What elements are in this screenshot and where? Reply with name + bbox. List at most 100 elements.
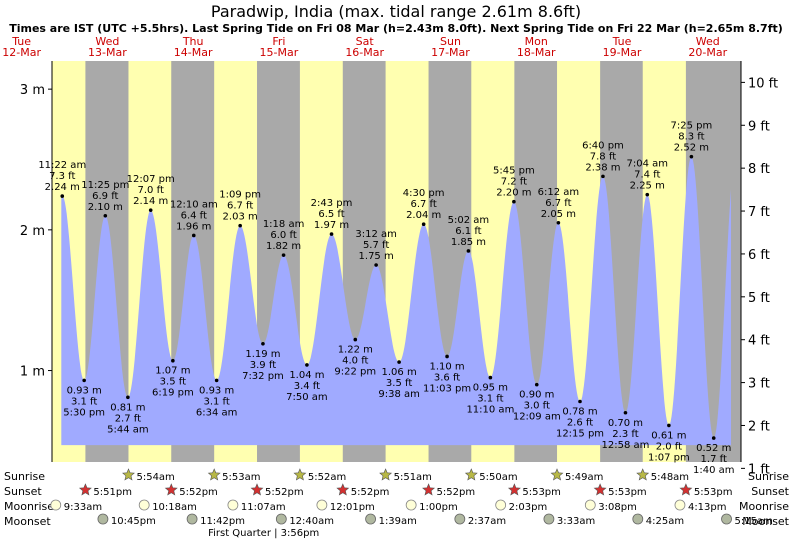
tide-height-m: 2.24 m [45, 182, 80, 193]
right-tick-label: 8 ft [748, 162, 770, 177]
moonset-icon [721, 513, 732, 525]
tide-height-ft: 6.4 ft [181, 210, 207, 221]
tide-height-m: 1.22 m [338, 345, 373, 356]
row-label-moonrise-left: Moonrise [4, 500, 54, 513]
right-tick-label: 4 ft [748, 334, 770, 349]
moonset-time: 11:42pm [200, 516, 245, 527]
chart-subtitle: Times are IST (UTC +5.5hrs). Last Spring… [9, 22, 783, 35]
tide-time: 4:30 pm [403, 188, 445, 199]
tide-height-ft: 7.8 ft [590, 151, 616, 162]
day-label-date: 18-Mar [517, 46, 556, 59]
tide-point [238, 223, 242, 228]
left-tick-label: 1 m [20, 365, 45, 380]
tide-annotations: 11:22 am7.3 ft2.24 m0.93 m3.1 ft5:30 pm1… [38, 121, 734, 476]
sunset-time: 5:52pm [265, 487, 304, 498]
tide-time: 2:43 pm [311, 198, 353, 209]
row-label-moonset-right: Moonset [742, 515, 789, 528]
sunrise-star-icon [636, 468, 650, 481]
moonrise-icon [138, 499, 150, 511]
tide-height-m: 1.07 m [155, 366, 190, 377]
day-label-dow: Mon [525, 35, 548, 48]
tide-point [171, 358, 175, 363]
tide-point [488, 375, 493, 380]
day-label-date: 16-Mar [345, 46, 384, 59]
tide-height-m: 1.19 m [245, 349, 280, 360]
day-label-date: 15-Mar [260, 46, 299, 59]
tide-time: 12:58 am [602, 440, 650, 451]
tide-height-m: 0.81 m [110, 402, 145, 413]
sunrise-star-icon [550, 468, 564, 481]
moonset-time: 4:25am [646, 516, 684, 527]
tide-height-ft: 5.7 ft [363, 240, 389, 251]
moonset-icon [632, 513, 644, 525]
sunset-star-icon [250, 483, 264, 496]
high-tide-label: 5:45 pm7.2 ft2.20 m [493, 166, 535, 204]
tide-time: 5:45 pm [493, 166, 535, 177]
sunrise-time: 5:48am [651, 472, 689, 483]
tide-area [61, 156, 732, 446]
sunset-star-icon [507, 483, 521, 496]
low-tide-label: 0.81 m2.7 ft5:44 am [107, 395, 149, 435]
tide-time: 1:18 am [263, 219, 305, 230]
high-tide-label: 6:12 am6.7 ft2.05 m [538, 187, 579, 225]
tide-height-m: 1.97 m [314, 220, 349, 231]
row-label-sunset-left: Sunset [4, 485, 42, 498]
moonrise-time: 12:01pm [330, 502, 375, 513]
tide-height-m: 1.85 m [451, 237, 486, 248]
tide-point [397, 360, 401, 364]
tide-time: 7:50 am [286, 392, 328, 403]
y-axes: 1 m 2 m 3 m 1 ft 2 ft 3 ft 4 ft 5 ft 6 ft 7 ft 8 f… [20, 61, 778, 477]
tide-height-ft: 8.3 ft [678, 132, 704, 143]
tide-time: 5:30 pm [63, 407, 105, 418]
day-label-date: 13-Mar [88, 46, 127, 59]
tide-time: 7:32 pm [242, 371, 284, 382]
sunset-time: 5:52pm [179, 487, 218, 498]
tide-point [353, 337, 358, 342]
tide-time: 6:34 am [196, 407, 238, 418]
sunrise-time: 5:49am [565, 472, 603, 483]
tide-height-ft: 3.0 ft [524, 401, 550, 412]
tide-time: 5:44 am [107, 424, 149, 435]
right-tick-label: 2 ft [748, 419, 770, 434]
sunset-time: 5:52pm [437, 487, 476, 498]
chart-title: Paradwip, India (max. tidal range 2.61m … [211, 2, 581, 21]
tide-time: 12:07 pm [127, 174, 175, 185]
tide-height-ft: 3.6 ft [434, 372, 460, 383]
day-label-dow: Tue [612, 35, 632, 48]
tide-time: 11:03 pm [423, 383, 471, 394]
tide-time: 12:09 am [513, 412, 561, 423]
day-label-date: 12-Mar [2, 46, 41, 59]
moonrise-icon [50, 499, 62, 511]
sunset-time: 5:53pm [608, 487, 647, 498]
day-label-dow: Wed [95, 35, 119, 48]
tide-height-ft: 7.3 ft [49, 171, 75, 182]
day-label-date: 14-Mar [174, 46, 213, 59]
tide-time: 11:25 pm [81, 180, 129, 191]
tide-time: 7:25 pm [671, 121, 713, 132]
moonset-icon [275, 513, 287, 525]
tide-height-ft: 6.7 ft [410, 199, 436, 210]
astro-rows: 5:54am 5:53am 5:52am 5:51am 5:50am 5:49am 5:48… [50, 468, 773, 539]
tide-point [667, 423, 671, 428]
tide-height-m: 0.93 m [199, 385, 234, 396]
moonrise-icon [227, 499, 239, 511]
tide-area-path [61, 156, 732, 446]
tide-point [578, 399, 582, 404]
tide-point [556, 221, 561, 225]
tide-height-ft: 3.1 ft [71, 396, 97, 407]
day-label-dow: Tue [11, 35, 31, 48]
tide-height-ft: 2.0 ft [656, 441, 682, 452]
low-tide-label: 0.52 m1.7 ft1:40 am [693, 436, 734, 476]
high-tide-label: 1:09 pm6.7 ft2.03 m [219, 190, 261, 228]
tide-point [421, 222, 426, 227]
tide-point [623, 410, 628, 415]
sunrise-time: 5:50am [479, 472, 517, 483]
high-tide-label: 12:10 am6.4 ft1.96 m [170, 199, 218, 238]
low-tide-label: 1.19 m3.9 ft7:32 pm [242, 342, 284, 382]
moonrise-time: 10:18am [152, 502, 197, 513]
high-tide-label: 12:07 pm7.0 ft2.14 m [127, 174, 175, 212]
sunrise-time: 5:52am [308, 472, 346, 483]
